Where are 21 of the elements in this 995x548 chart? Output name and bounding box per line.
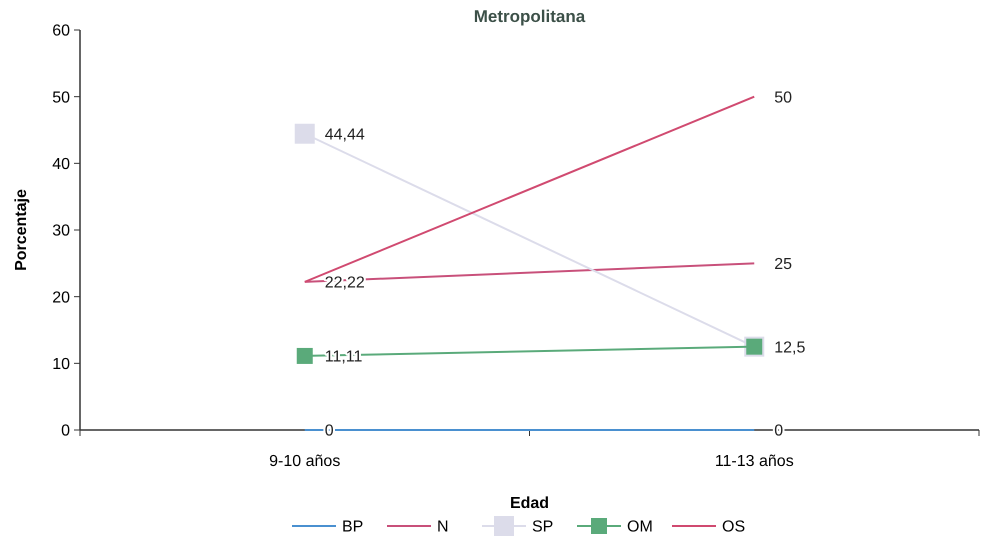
x-tick-label: 9-10 años	[269, 453, 340, 470]
legend-label: OS	[722, 518, 746, 536]
legend-label: N	[437, 518, 449, 536]
data-label: 12,5	[774, 339, 806, 356]
y-tick-label: 0	[61, 422, 70, 440]
y-tick-label: 60	[52, 22, 70, 40]
x-tick-label: 11-13 años	[714, 453, 794, 470]
data-label: 50	[774, 89, 792, 106]
data-label: 25	[774, 256, 792, 273]
y-tick-label: 30	[52, 222, 70, 240]
y-tick-label: 20	[52, 289, 70, 306]
legend-label: OM	[627, 518, 653, 536]
legend-label: BP	[342, 518, 364, 536]
legend-label: SP	[532, 518, 554, 536]
y-tick-label: 50	[52, 89, 70, 106]
data-label: 44,44	[324, 126, 365, 144]
x-axis-title: Edad	[510, 495, 550, 512]
y-tick-label: 40	[52, 156, 70, 173]
chart-title: Metropolitana	[474, 7, 586, 26]
y-axis-title: Porcentaje	[13, 188, 30, 271]
y-tick-label: 10	[52, 356, 70, 373]
